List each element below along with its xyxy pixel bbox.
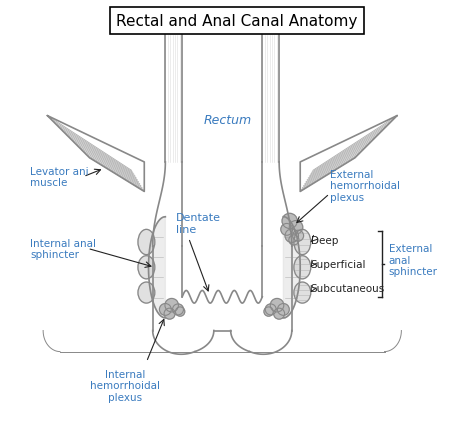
Circle shape: [265, 304, 276, 315]
Ellipse shape: [294, 282, 311, 303]
Text: Dentate
line: Dentate line: [176, 213, 221, 234]
Text: Subcutaneous: Subcutaneous: [311, 284, 385, 294]
Text: Deep: Deep: [311, 235, 338, 245]
Text: External
anal
sphincter: External anal sphincter: [389, 244, 438, 276]
Text: Internal
hemorrhoidal
plexus: Internal hemorrhoidal plexus: [91, 369, 160, 402]
Circle shape: [270, 299, 284, 312]
Ellipse shape: [138, 230, 155, 255]
Text: Rectum: Rectum: [203, 114, 251, 127]
Text: Levator ani
muscle: Levator ani muscle: [30, 167, 89, 188]
Ellipse shape: [294, 256, 311, 279]
Text: External
hemorrhoidal
plexus: External hemorrhoidal plexus: [330, 169, 400, 202]
Circle shape: [273, 308, 284, 320]
Text: Rectal and Anal Canal Anatomy: Rectal and Anal Canal Anatomy: [116, 14, 358, 29]
Ellipse shape: [138, 256, 155, 279]
Circle shape: [285, 229, 299, 243]
Circle shape: [292, 230, 303, 242]
Circle shape: [289, 235, 299, 245]
Circle shape: [281, 224, 292, 236]
Ellipse shape: [294, 230, 311, 255]
Circle shape: [173, 304, 183, 315]
Circle shape: [159, 304, 171, 316]
Text: Superficial: Superficial: [311, 259, 366, 269]
Polygon shape: [283, 217, 300, 318]
Circle shape: [277, 304, 289, 316]
Text: Internal anal
sphincter: Internal anal sphincter: [30, 238, 97, 259]
Polygon shape: [148, 217, 165, 318]
Circle shape: [175, 307, 185, 317]
Circle shape: [264, 307, 273, 317]
Ellipse shape: [138, 282, 155, 303]
Circle shape: [164, 308, 175, 320]
Circle shape: [289, 221, 303, 234]
Circle shape: [165, 299, 178, 312]
Circle shape: [282, 214, 297, 229]
